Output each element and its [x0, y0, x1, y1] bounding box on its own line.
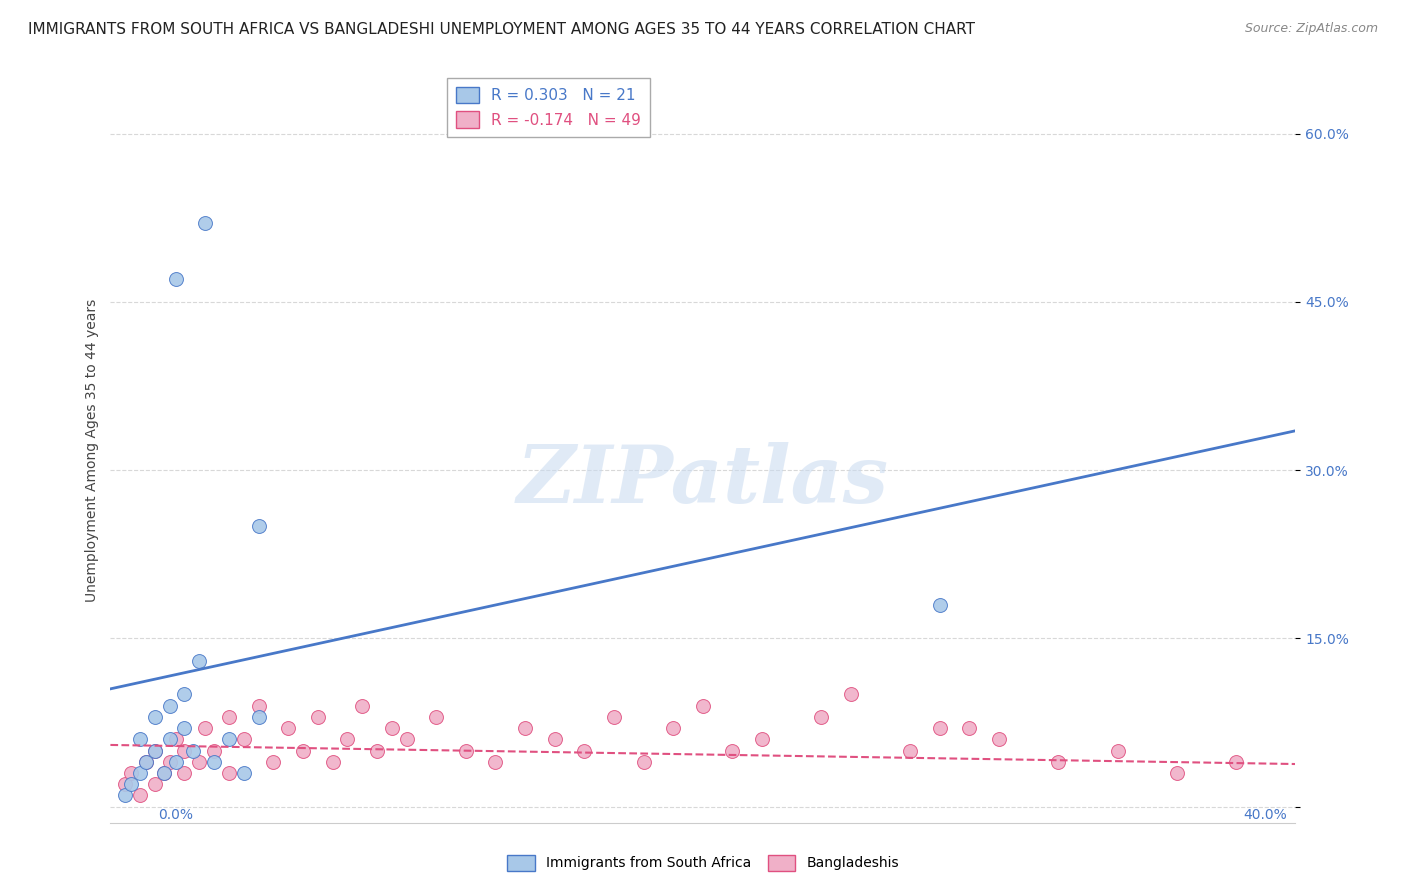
Point — [129, 732, 152, 747]
Point — [114, 789, 136, 803]
Point — [135, 755, 157, 769]
Point — [135, 755, 157, 769]
Point — [395, 732, 418, 747]
Point — [173, 721, 195, 735]
Point — [143, 777, 166, 791]
Y-axis label: Unemployment Among Ages 35 to 44 years: Unemployment Among Ages 35 to 44 years — [86, 299, 100, 602]
Point — [143, 710, 166, 724]
Point — [232, 766, 254, 780]
Point — [454, 743, 477, 757]
Point — [218, 766, 240, 780]
Point — [143, 743, 166, 757]
Point — [159, 732, 181, 747]
Point — [336, 732, 359, 747]
Point — [692, 698, 714, 713]
Point — [574, 743, 596, 757]
Text: 40.0%: 40.0% — [1243, 808, 1288, 822]
Point — [183, 743, 205, 757]
Point — [173, 766, 195, 780]
Point — [165, 272, 187, 286]
Point — [721, 743, 744, 757]
Point — [1107, 743, 1129, 757]
Point — [322, 755, 344, 769]
Point — [143, 743, 166, 757]
Point — [120, 777, 142, 791]
Point — [202, 743, 225, 757]
Point — [603, 710, 626, 724]
Point — [751, 732, 773, 747]
Point — [232, 732, 254, 747]
Point — [544, 732, 567, 747]
Point — [366, 743, 388, 757]
Point — [173, 743, 195, 757]
Point — [202, 755, 225, 769]
Point — [352, 698, 374, 713]
Point — [277, 721, 299, 735]
Point — [159, 698, 181, 713]
Point — [194, 216, 217, 230]
Text: 0.0%: 0.0% — [159, 808, 193, 822]
Point — [194, 721, 217, 735]
Point — [662, 721, 685, 735]
Point — [247, 698, 270, 713]
Point — [484, 755, 506, 769]
Point — [1225, 755, 1247, 769]
Point — [218, 710, 240, 724]
Point — [165, 732, 187, 747]
Point — [810, 710, 832, 724]
Point — [129, 789, 152, 803]
Point — [188, 755, 211, 769]
Text: IMMIGRANTS FROM SOUTH AFRICA VS BANGLADESHI UNEMPLOYMENT AMONG AGES 35 TO 44 YEA: IMMIGRANTS FROM SOUTH AFRICA VS BANGLADE… — [28, 22, 976, 37]
Point — [114, 777, 136, 791]
Text: Source: ZipAtlas.com: Source: ZipAtlas.com — [1244, 22, 1378, 36]
Point — [165, 755, 187, 769]
Point — [957, 721, 980, 735]
Point — [633, 755, 655, 769]
Point — [513, 721, 536, 735]
Point — [152, 766, 174, 780]
Point — [425, 710, 447, 724]
Point — [381, 721, 404, 735]
Legend: R = 0.303   N = 21, R = -0.174   N = 49: R = 0.303 N = 21, R = -0.174 N = 49 — [447, 78, 651, 136]
Legend: Immigrants from South Africa, Bangladeshis: Immigrants from South Africa, Bangladesh… — [502, 849, 904, 876]
Point — [247, 710, 270, 724]
Point — [1166, 766, 1188, 780]
Point — [988, 732, 1011, 747]
Point — [159, 755, 181, 769]
Point — [152, 766, 174, 780]
Point — [218, 732, 240, 747]
Point — [173, 688, 195, 702]
Point — [120, 766, 142, 780]
Point — [839, 688, 862, 702]
Point — [307, 710, 329, 724]
Point — [188, 654, 211, 668]
Point — [291, 743, 314, 757]
Point — [928, 598, 950, 612]
Point — [1047, 755, 1070, 769]
Point — [262, 755, 284, 769]
Point — [129, 766, 152, 780]
Point — [928, 721, 950, 735]
Text: ZIPatlas: ZIPatlas — [517, 442, 889, 519]
Point — [247, 519, 270, 533]
Point — [898, 743, 921, 757]
